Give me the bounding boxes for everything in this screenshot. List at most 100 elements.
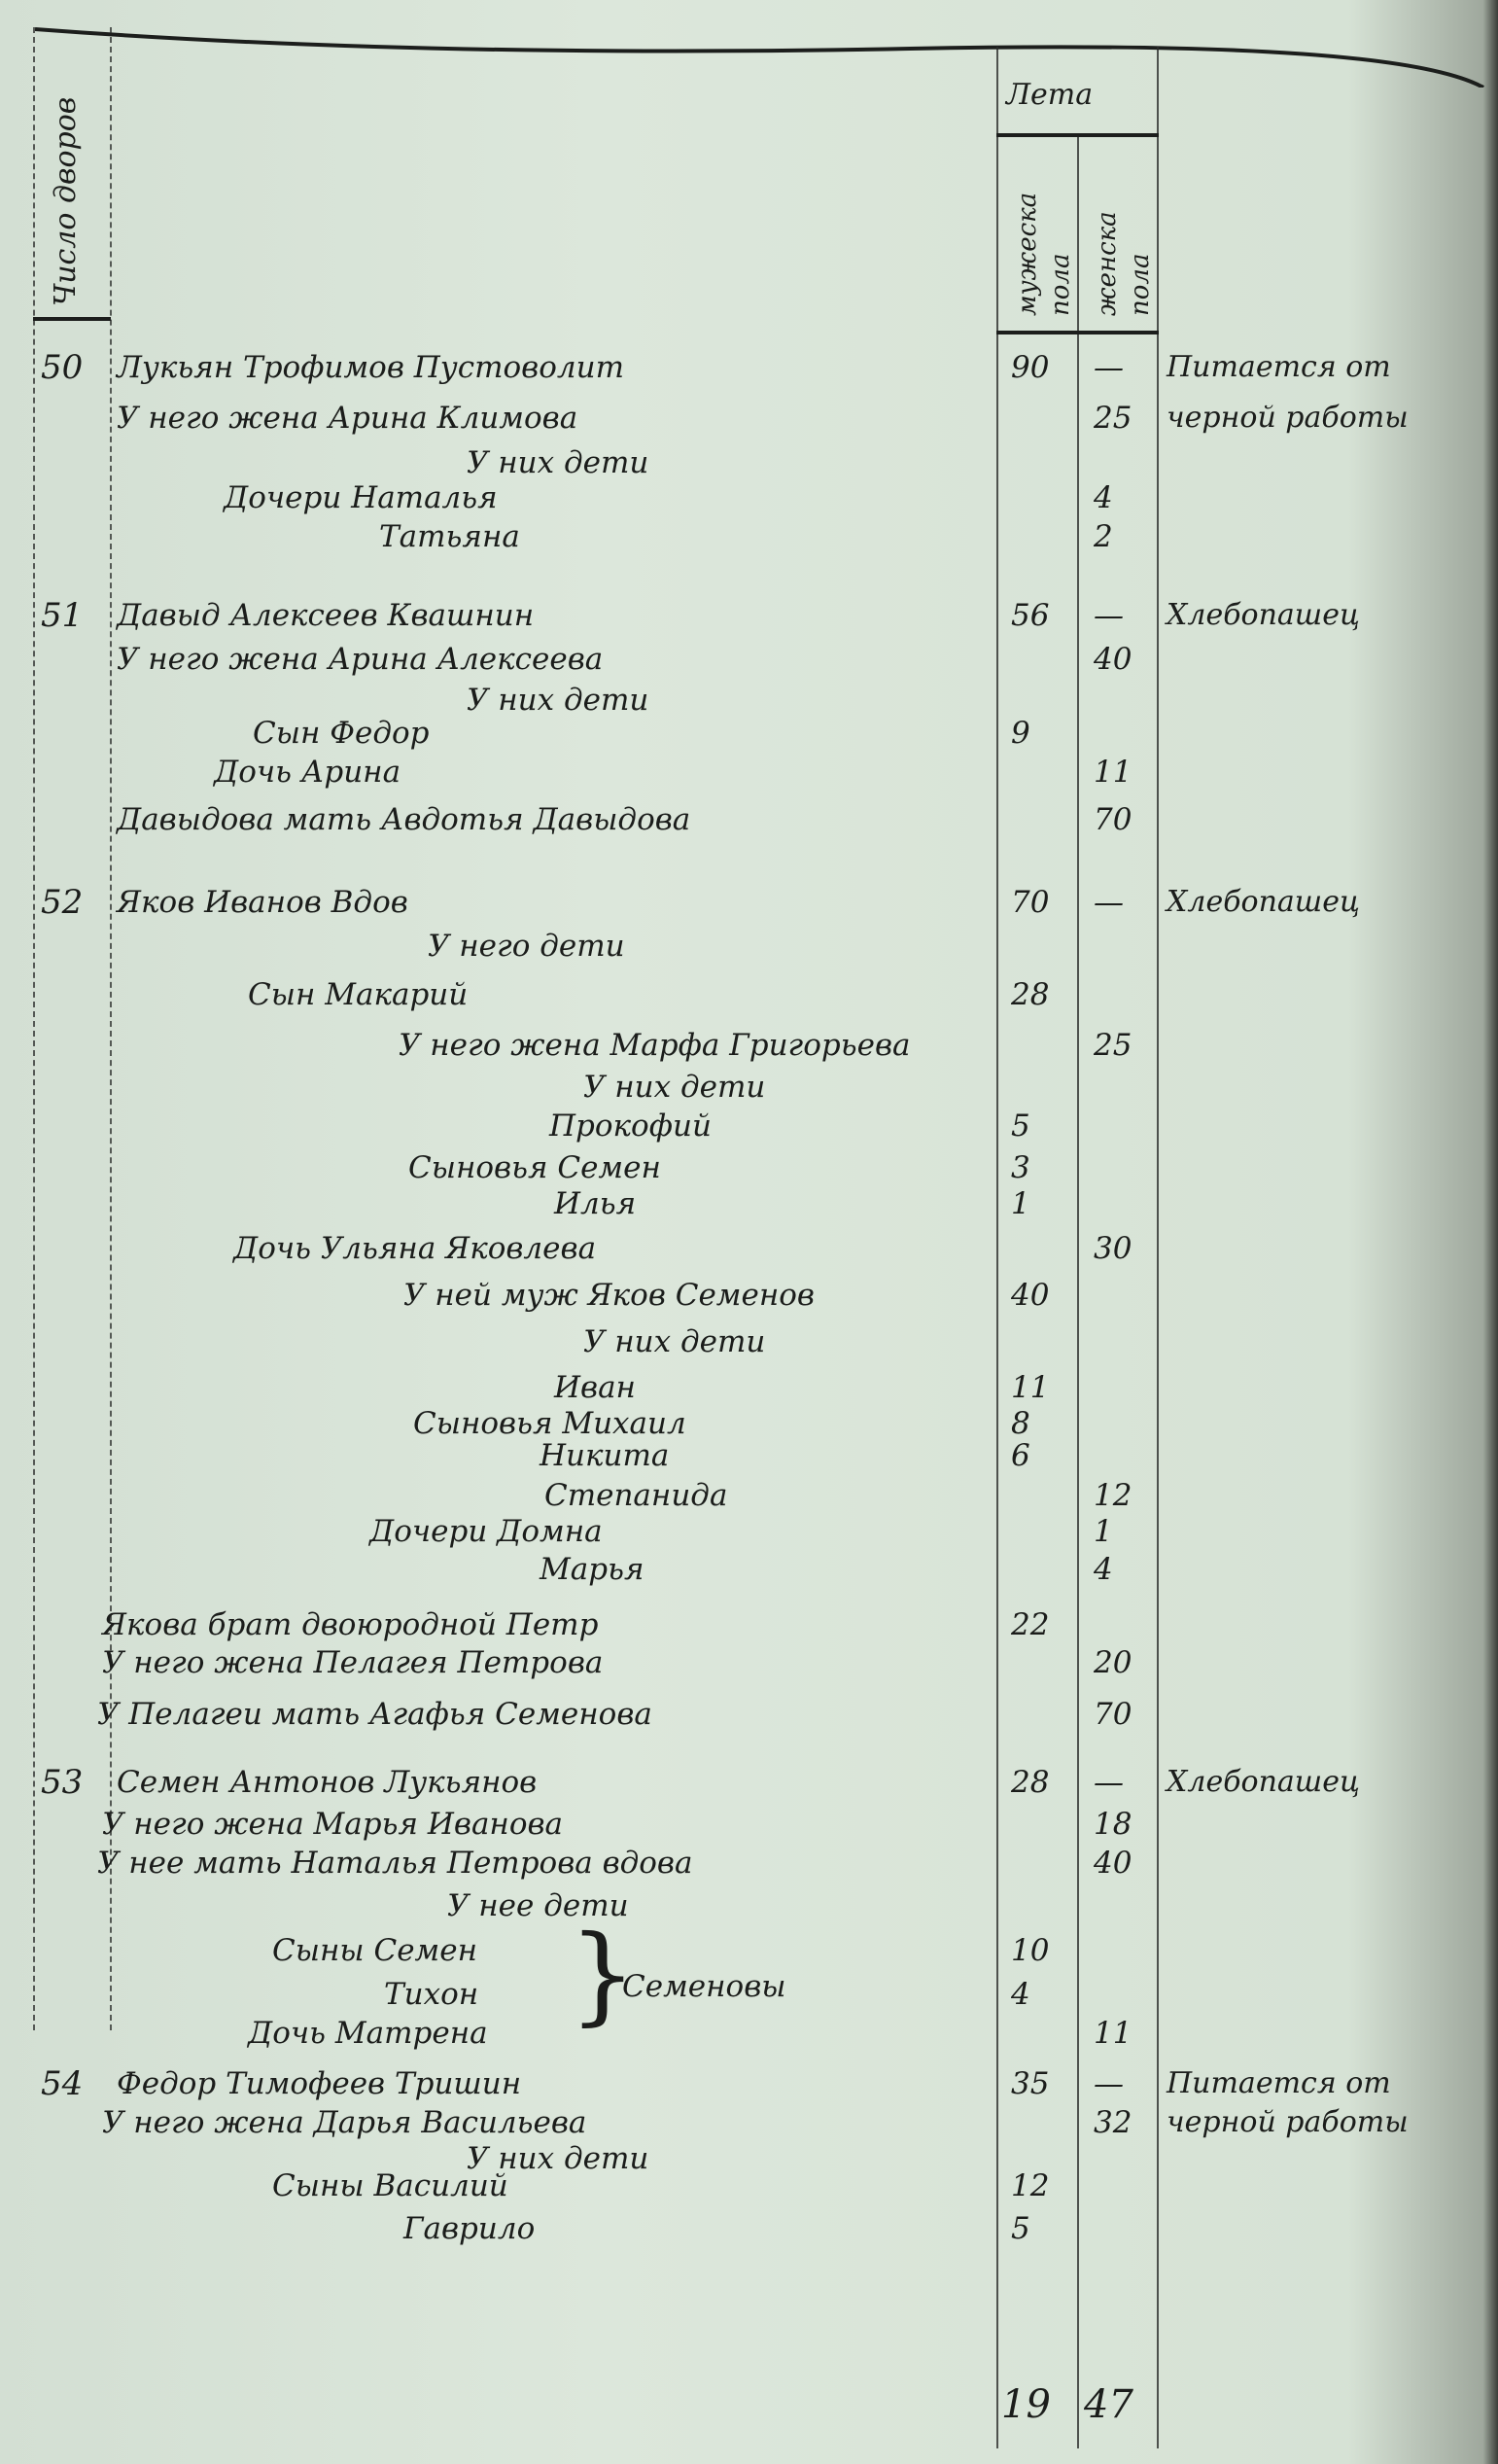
male-column-header: мужеска пола <box>1013 192 1075 316</box>
header-top-rule <box>35 27 1484 88</box>
bracket-label: Семеновы <box>622 1969 786 2004</box>
entry-name: У нее дети <box>447 1888 629 1923</box>
male-age: 8 <box>1011 1406 1030 1441</box>
female-age: — <box>1094 350 1124 385</box>
entry-name: Сыны Семен <box>272 1933 478 1968</box>
entry-name: Гаврило <box>403 2211 536 2246</box>
female-age: 11 <box>1094 2016 1132 2051</box>
total-male: 19 <box>1001 2382 1051 2427</box>
female-age: — <box>1094 1765 1124 1800</box>
female-age: 4 <box>1094 480 1113 515</box>
male-column-line <box>996 47 998 2448</box>
entry-name: Иван <box>554 1370 636 1405</box>
left-border-line <box>33 27 35 2030</box>
male-age: 22 <box>1011 1607 1050 1642</box>
female-age: 25 <box>1094 401 1132 436</box>
entry-name: Марья <box>540 1552 644 1587</box>
entry-name: Сын Макарий <box>248 977 469 1012</box>
male-age: 28 <box>1011 977 1050 1012</box>
age-column-header: Лета <box>1006 78 1094 112</box>
entry-name: Прокофий <box>549 1109 712 1144</box>
male-age: 90 <box>1011 350 1050 385</box>
household-number: 52 <box>41 883 84 922</box>
female-age: 1 <box>1094 1514 1113 1549</box>
female-age: 11 <box>1094 755 1132 790</box>
households-header-rule <box>33 317 111 321</box>
female-age: — <box>1094 598 1124 633</box>
entry-name: У них дети <box>467 445 649 480</box>
female-age: 12 <box>1094 1478 1132 1513</box>
entry-name: Лукьян Трофимов Пустоволит <box>117 350 624 385</box>
entry-name: Сыновья Семен <box>408 1150 661 1185</box>
female-age: 70 <box>1094 1697 1132 1732</box>
age-subheader-rule <box>996 331 1159 334</box>
male-age: 5 <box>1011 1109 1030 1144</box>
occupation-note: Хлебопашец <box>1167 598 1360 632</box>
male-age: 1 <box>1011 1186 1030 1221</box>
entry-name: Сын Федор <box>253 716 430 751</box>
bracket: } <box>569 1912 637 2036</box>
household-number: 54 <box>41 2064 84 2103</box>
male-age: 40 <box>1011 1278 1050 1313</box>
female-age: 40 <box>1094 642 1132 677</box>
entry-name: У него дети <box>428 929 625 964</box>
entry-name: Сыны Василий <box>272 2168 508 2203</box>
entry-name: У них дети <box>467 2141 649 2176</box>
entry-name: Якова брат двоюродной Петр <box>102 1607 599 1642</box>
occupation-note: Питается от <box>1167 350 1391 384</box>
female-age: 25 <box>1094 1028 1132 1063</box>
entry-name: У них дети <box>583 1324 766 1359</box>
entry-name: Никита <box>540 1438 670 1473</box>
male-age: 28 <box>1011 1765 1050 1800</box>
occupation-note: Питается от <box>1167 2066 1391 2100</box>
entry-name: Дочь Арина <box>214 755 401 790</box>
entry-name: Дочери Домна <box>369 1514 603 1549</box>
entry-name: Федор Тимофеев Тришин <box>117 2066 522 2101</box>
male-age: 4 <box>1011 1977 1030 2012</box>
entry-name: Степанида <box>544 1478 728 1513</box>
entry-name: У ней муж Яков Семенов <box>403 1278 815 1313</box>
entry-name: У нее мать Наталья Петрова вдова <box>97 1846 693 1881</box>
male-age: 70 <box>1011 885 1050 920</box>
entry-name: Семен Антонов Лукьянов <box>117 1765 538 1800</box>
entry-name: У них дети <box>467 683 649 718</box>
total-female: 47 <box>1084 2382 1133 2427</box>
occupation-note: черной работы <box>1167 2105 1409 2139</box>
household-number: 50 <box>41 348 84 387</box>
entry-name: Яков Иванов Вдов <box>117 885 408 920</box>
female-column-line <box>1077 134 1079 2448</box>
age-header-rule <box>996 133 1159 137</box>
notes-column-line <box>1157 47 1159 2448</box>
female-age: 2 <box>1094 519 1113 554</box>
number-column-line <box>110 27 112 2030</box>
male-age: 5 <box>1011 2211 1030 2246</box>
entry-name: Илья <box>554 1186 637 1221</box>
entry-name: У него жена Марья Иванова <box>102 1807 564 1842</box>
female-age: 18 <box>1094 1807 1132 1842</box>
female-age: 20 <box>1094 1645 1132 1680</box>
entry-name: Дочери Наталья <box>224 480 498 515</box>
male-age: 3 <box>1011 1150 1030 1185</box>
entry-name: Сыновья Михаил <box>413 1406 686 1441</box>
household-number: 51 <box>41 596 84 635</box>
male-age: 12 <box>1011 2168 1050 2203</box>
entry-name: У него жена Арина Алексеева <box>117 642 604 677</box>
male-age: 11 <box>1011 1370 1050 1405</box>
female-age: 70 <box>1094 802 1132 837</box>
entry-name: У них дети <box>583 1070 766 1105</box>
female-column-header: женска пола <box>1093 211 1155 316</box>
entry-name: Тихон <box>384 1977 479 2012</box>
entry-name: У него жена Пелагея Петрова <box>102 1645 604 1680</box>
occupation-note: черной работы <box>1167 401 1409 435</box>
male-age: 10 <box>1011 1933 1050 1968</box>
male-age: 35 <box>1011 2066 1050 2101</box>
female-age: 4 <box>1094 1552 1113 1587</box>
entry-name: Давыдова мать Авдотья Давыдова <box>117 802 691 837</box>
female-age: 30 <box>1094 1231 1132 1266</box>
entry-name: Татьяна <box>379 519 520 554</box>
female-age: — <box>1094 885 1124 920</box>
entry-name: У него жена Арина Климова <box>117 401 578 436</box>
occupation-note: Хлебопашец <box>1167 1765 1360 1799</box>
household-number: 53 <box>41 1763 84 1802</box>
